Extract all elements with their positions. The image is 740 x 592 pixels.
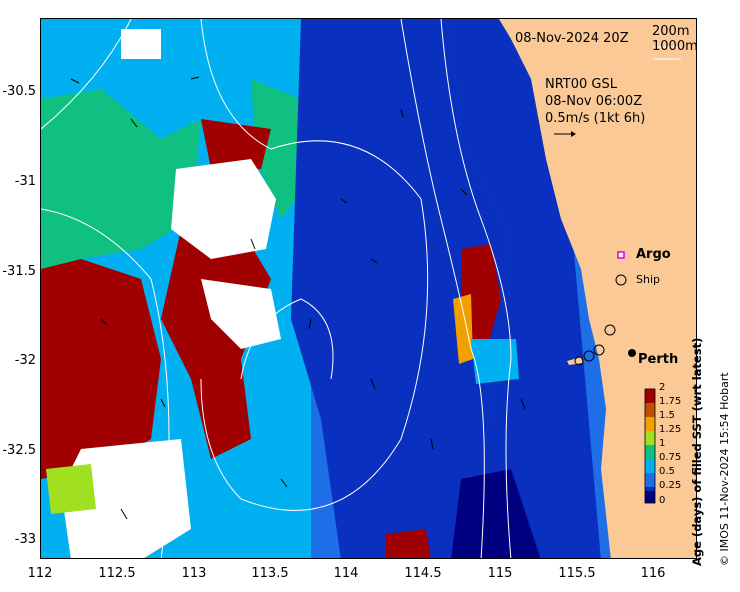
missing-data-nw — [121, 29, 161, 59]
colorbar-tick: 0.5 — [659, 466, 675, 477]
age-patch-red-sw — [41, 259, 161, 479]
ship-legend-marker — [615, 274, 627, 286]
contour-deep-1 — [41, 19, 132, 130]
missing-data-south — [61, 439, 191, 558]
ship-marker — [604, 324, 616, 336]
y-tick-label: -31 — [14, 174, 36, 189]
colorbar-tick: 1.5 — [659, 410, 675, 421]
current-scale-label: 0.5m/s (1kt 6h) — [545, 111, 646, 126]
ship-label: Ship — [636, 273, 660, 286]
age-patch-red-north — [201, 119, 271, 169]
x-tick-label: 115.5 — [558, 566, 596, 581]
contour-200m-label: 200m — [652, 24, 690, 39]
y-tick-label: -31.5 — [2, 264, 36, 279]
age-patch-navy-south — [451, 469, 541, 558]
x-tick-label: 112 — [27, 566, 53, 581]
contour-deep-4 — [240, 298, 334, 380]
x-tick-label: 114.5 — [404, 566, 442, 581]
ship-marker — [574, 356, 584, 366]
colorbar-tick: 1 — [659, 438, 666, 449]
map-frame[interactable]: 08-Nov-2024 20Z 200m 1000m NRT00 GSL 08-… — [40, 18, 697, 559]
colorbar-tick: 0.25 — [659, 480, 682, 491]
age-patch-coastal — [451, 19, 601, 558]
x-tick-label: 116 — [640, 566, 666, 581]
colorbar-title: Age (days) of filled SST (wrt latest) — [690, 337, 704, 566]
age-patch-yellowgreen — [46, 464, 96, 514]
colorbar-tick: 0.75 — [659, 452, 682, 463]
x-tick-label: 113 — [181, 566, 207, 581]
colorbar-tick: 0 — [659, 495, 666, 506]
current-vectors — [70, 76, 526, 520]
y-tick-label: -32.5 — [2, 443, 36, 458]
contour-1000m-label: 1000m — [652, 39, 697, 54]
y-tick-label: -30.5 — [2, 84, 36, 99]
contour-deep-2 — [41, 208, 170, 558]
age-patch-green-west — [41, 89, 201, 279]
perth-label: Perth — [638, 352, 679, 367]
y-tick-label: -33 — [14, 532, 36, 547]
x-tick-label: 113.5 — [251, 566, 289, 581]
sst-age-map — [41, 19, 696, 558]
colorbar-tick: 1.25 — [659, 424, 682, 435]
colorbar-tick: 2 — [659, 382, 666, 393]
missing-data-north — [171, 159, 276, 259]
colorbar-tick: 1.75 — [659, 396, 682, 407]
age-patch-darkblue-mid — [291, 19, 511, 558]
ship-marker — [593, 344, 605, 356]
current-time-label: 08-Nov 06:00Z — [545, 94, 643, 109]
date-label: 08-Nov-2024 20Z — [515, 31, 629, 46]
x-tick-label: 114 — [333, 566, 359, 581]
contour-1000m — [400, 19, 485, 558]
age-patch-red-south — [386, 529, 431, 558]
x-tick-label: 112.5 — [98, 566, 136, 581]
colorbar — [644, 388, 656, 504]
argo-label: Argo — [636, 247, 671, 262]
contour-deep-3 — [200, 19, 429, 511]
x-tick-label: 115 — [487, 566, 513, 581]
contour-200m — [440, 19, 512, 558]
age-patch-cyan-shelf — [471, 339, 519, 384]
ship-marker — [583, 350, 595, 362]
current-model-label: NRT00 GSL — [545, 77, 617, 92]
current-scale-arrowhead — [571, 131, 576, 137]
missing-data-central — [201, 279, 281, 349]
argo-marker — [617, 251, 625, 259]
age-patch-orange-shelf — [453, 294, 473, 364]
perth-marker — [628, 349, 636, 357]
credit-label: © IMOS 11-Nov-2024 15:54 Hobart — [718, 372, 731, 566]
y-tick-label: -32 — [14, 353, 36, 368]
